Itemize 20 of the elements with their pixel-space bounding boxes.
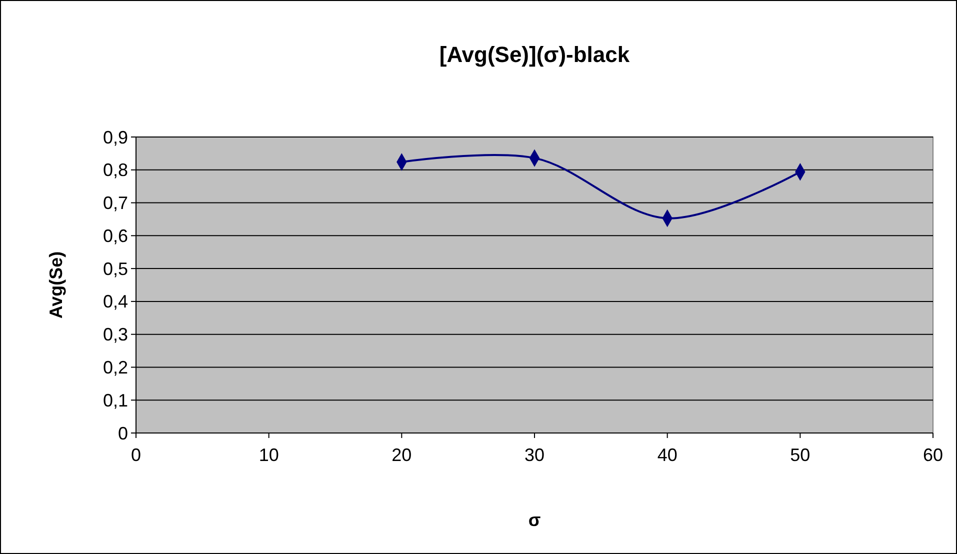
x-tick-label: 40 (657, 445, 678, 465)
y-tick-label: 0,6 (102, 226, 128, 246)
y-axis-title: Avg(Se) (46, 251, 66, 319)
x-tick-label: 50 (790, 445, 810, 465)
y-tick-label: 0,9 (102, 127, 128, 148)
y-tick-label: 0 (118, 423, 128, 444)
x-tick-label: 10 (258, 445, 279, 465)
y-tick-label: 0,1 (102, 390, 128, 410)
y-tick-label: 0,3 (102, 324, 128, 345)
x-axis-title: σ (528, 510, 541, 530)
y-tick-label: 0,8 (102, 160, 128, 180)
y-tick-label: 0,7 (102, 193, 128, 214)
x-tick-label: 30 (524, 445, 545, 465)
x-tick-label: 0 (130, 445, 142, 465)
x-tick-label: 20 (392, 445, 412, 465)
x-tick-label: 60 (922, 445, 944, 465)
y-tick-label: 0,4 (102, 292, 128, 312)
chart-title: [Avg(Se)](σ)-black (439, 42, 630, 67)
y-tick-label: 0,2 (102, 358, 128, 378)
y-tick-label: 0,5 (102, 258, 128, 279)
